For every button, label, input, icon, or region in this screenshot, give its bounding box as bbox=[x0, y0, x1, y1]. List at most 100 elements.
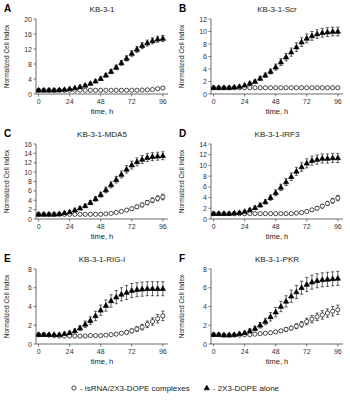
error-bar bbox=[135, 205, 138, 208]
point bbox=[304, 36, 309, 41]
y-tick-label: 8 bbox=[28, 178, 32, 185]
point bbox=[140, 325, 144, 329]
point bbox=[299, 322, 303, 326]
point bbox=[155, 153, 160, 158]
x-tick bbox=[100, 219, 101, 222]
x-tick bbox=[337, 94, 338, 97]
point bbox=[72, 85, 77, 90]
x-tick-label: 0 bbox=[37, 223, 41, 230]
error-bar bbox=[161, 194, 164, 200]
point bbox=[294, 324, 298, 328]
point bbox=[279, 212, 283, 216]
point bbox=[161, 314, 165, 318]
point bbox=[289, 49, 294, 54]
point bbox=[36, 212, 40, 216]
point bbox=[139, 157, 144, 162]
point bbox=[263, 331, 267, 335]
y-tick bbox=[209, 81, 212, 82]
point bbox=[47, 88, 51, 92]
point bbox=[294, 289, 299, 294]
y-tick-label: 6 bbox=[203, 284, 207, 291]
error-bar bbox=[316, 207, 319, 210]
point bbox=[325, 86, 329, 90]
y-tick bbox=[34, 19, 37, 20]
x-tick-label: 0 bbox=[37, 98, 41, 105]
error-bar bbox=[125, 209, 128, 211]
y-tick-label: 0 bbox=[28, 341, 32, 348]
y-tick bbox=[209, 154, 212, 155]
point bbox=[247, 81, 252, 86]
point bbox=[77, 84, 82, 89]
point bbox=[88, 88, 92, 92]
y-tick bbox=[209, 197, 212, 198]
y-tick bbox=[209, 56, 212, 57]
x-tick bbox=[244, 94, 245, 97]
point bbox=[283, 299, 288, 304]
point bbox=[314, 278, 319, 283]
title: KB-3-1-IRF3 bbox=[255, 130, 300, 139]
legend-label: - 2X3-DOPE alone bbox=[213, 384, 280, 393]
x-axis-label: time, h bbox=[266, 357, 289, 366]
series bbox=[211, 195, 339, 215]
point bbox=[139, 43, 144, 48]
point bbox=[304, 160, 309, 165]
point bbox=[232, 210, 237, 215]
point bbox=[252, 205, 257, 210]
point bbox=[36, 212, 41, 217]
point bbox=[145, 286, 150, 291]
y-tick-label: 10 bbox=[199, 28, 207, 35]
point bbox=[119, 172, 124, 177]
series bbox=[36, 282, 165, 337]
x-axis-line bbox=[211, 94, 343, 95]
point bbox=[248, 212, 252, 216]
point bbox=[124, 208, 128, 212]
point bbox=[263, 199, 268, 204]
point bbox=[103, 72, 108, 77]
y-tick bbox=[209, 219, 212, 220]
title: KB-3-1 bbox=[90, 5, 115, 14]
y-tick-label: 12 bbox=[199, 16, 207, 23]
point bbox=[83, 83, 88, 88]
point bbox=[253, 86, 257, 90]
y-tick bbox=[34, 34, 37, 35]
x-tick bbox=[244, 219, 245, 222]
point bbox=[156, 87, 160, 91]
error-bar bbox=[336, 305, 339, 314]
x-tick bbox=[337, 344, 338, 347]
point bbox=[109, 211, 113, 215]
x-tick bbox=[131, 219, 132, 222]
y-tick bbox=[34, 306, 37, 307]
y-tick bbox=[34, 153, 37, 154]
x-tick bbox=[69, 219, 70, 222]
point bbox=[314, 157, 319, 162]
point bbox=[155, 36, 160, 41]
panel: FKB-3-1-PKR02468024487296time, hNormaliz… bbox=[178, 253, 343, 366]
point bbox=[258, 212, 262, 216]
title: KB-3-1-MDA5 bbox=[77, 130, 127, 139]
x-tick bbox=[275, 94, 276, 97]
y-tick-label: 12 bbox=[199, 151, 207, 158]
point bbox=[305, 319, 309, 323]
point bbox=[124, 167, 129, 172]
x-tick-label: 96 bbox=[334, 348, 342, 355]
point bbox=[320, 313, 324, 317]
point bbox=[83, 88, 87, 92]
point bbox=[46, 87, 51, 92]
x-tick bbox=[69, 344, 70, 347]
y-axis-line bbox=[36, 19, 37, 94]
error-bar bbox=[125, 331, 128, 334]
point bbox=[62, 87, 67, 92]
y-tick bbox=[209, 94, 212, 95]
x-axis-line bbox=[36, 219, 168, 220]
error-bar bbox=[151, 198, 154, 203]
point bbox=[325, 311, 329, 315]
point bbox=[268, 331, 272, 335]
point bbox=[161, 195, 165, 199]
point bbox=[139, 286, 144, 291]
point bbox=[129, 51, 134, 56]
point bbox=[273, 64, 278, 69]
point bbox=[274, 86, 278, 90]
point bbox=[135, 205, 139, 209]
error-bar bbox=[135, 327, 138, 332]
point bbox=[315, 86, 319, 90]
